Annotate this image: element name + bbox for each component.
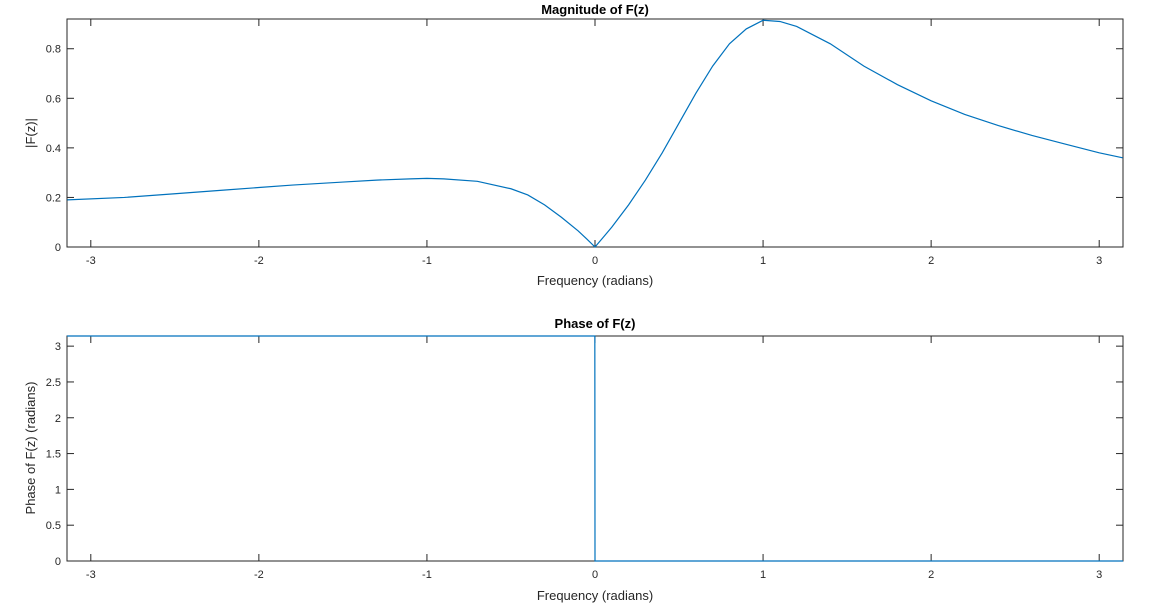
ytick-label: 1.5 bbox=[46, 449, 61, 461]
xtick-label: -2 bbox=[254, 569, 264, 581]
xtick-label: -3 bbox=[86, 255, 96, 267]
ytick-label: 0 bbox=[55, 556, 61, 568]
xtick-label: 3 bbox=[1096, 255, 1102, 267]
ytick-label: 0 bbox=[55, 242, 61, 254]
phase-curve bbox=[67, 335, 1123, 562]
xtick-label: 3 bbox=[1096, 569, 1102, 581]
xtick-label: 0 bbox=[592, 255, 598, 267]
xtick-label: -1 bbox=[422, 255, 432, 267]
ytick-label: 2 bbox=[55, 413, 61, 425]
phase-title: Phase of F(z) bbox=[555, 316, 636, 331]
ytick-label: 2.5 bbox=[46, 377, 61, 389]
xtick-label: -3 bbox=[86, 569, 96, 581]
magnitude-axes-box bbox=[66, 18, 1124, 248]
ytick-label: 0.8 bbox=[46, 44, 61, 56]
xtick-label: 2 bbox=[928, 255, 934, 267]
ytick-label: 0.6 bbox=[46, 93, 61, 105]
magnitude-ticks: -3 -2 -1 0 1 2 3 0 0.2 0.4 0.6 0.8 bbox=[46, 19, 1123, 267]
ytick-label: 1 bbox=[55, 484, 61, 496]
xtick-label: 1 bbox=[760, 569, 766, 581]
xtick-label: 2 bbox=[928, 569, 934, 581]
phase-ticks: -3 -2 -1 0 1 2 3 0 0.5 1 1.5 2 2.5 3 bbox=[46, 336, 1123, 581]
magnitude-title: Magnitude of F(z) bbox=[541, 2, 649, 17]
phase-ylabel: Phase of F(z) (radians) bbox=[23, 382, 38, 515]
xtick-label: 0 bbox=[592, 569, 598, 581]
magnitude-subplot: -3 -2 -1 0 1 2 3 0 0.2 0.4 0.6 0.8 Magnitude of F(z… bbox=[23, 2, 1124, 288]
ytick-label: 0.4 bbox=[46, 143, 61, 155]
ytick-label: 0.2 bbox=[46, 192, 61, 204]
magnitude-xlabel: Frequency (radians) bbox=[537, 273, 653, 288]
xtick-label: -2 bbox=[254, 255, 264, 267]
xtick-label: 1 bbox=[760, 255, 766, 267]
magnitude-curve bbox=[67, 19, 1123, 248]
ytick-label: 3 bbox=[55, 341, 61, 353]
ytick-label: 0.5 bbox=[46, 520, 61, 532]
phase-xlabel: Frequency (radians) bbox=[537, 588, 653, 603]
magnitude-ylabel: |F(z)| bbox=[23, 118, 38, 148]
phase-subplot: -3 -2 -1 0 1 2 3 0 0.5 1 1.5 2 2.5 3 Phase of F(z) Fr… bbox=[23, 316, 1124, 603]
xtick-label: -1 bbox=[422, 569, 432, 581]
